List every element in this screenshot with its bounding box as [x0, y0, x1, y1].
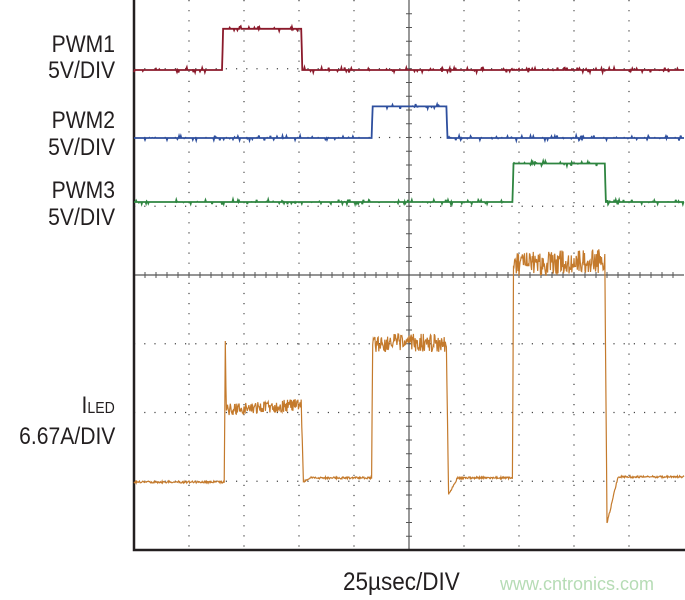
watermark: www.cntronics.com [500, 574, 655, 594]
trace-iled [133, 249, 685, 524]
plot-frame [132, 0, 685, 552]
pwm3-label: PWM3 [51, 177, 115, 204]
iled-scale-label: 6.67A/DIV [18, 423, 115, 450]
trace-pwm1 [133, 23, 684, 76]
iled-label: ILED [82, 393, 115, 422]
pwm2-label: PWM2 [51, 107, 115, 134]
pwm3-scale-label: 5V/DIV [48, 204, 115, 231]
x-axis-label: 25µsec/DIV [343, 568, 460, 596]
pwm1-scale-label: 5V/DIV [48, 57, 115, 84]
trace-pwm2 [134, 101, 684, 144]
iled-label-main: I [81, 392, 88, 419]
pwm1-label: PWM1 [51, 31, 115, 58]
iled-label-sub: LED [87, 400, 115, 417]
pwm2-scale-label: 5V/DIV [48, 134, 115, 161]
trace-pwm3 [134, 157, 685, 208]
